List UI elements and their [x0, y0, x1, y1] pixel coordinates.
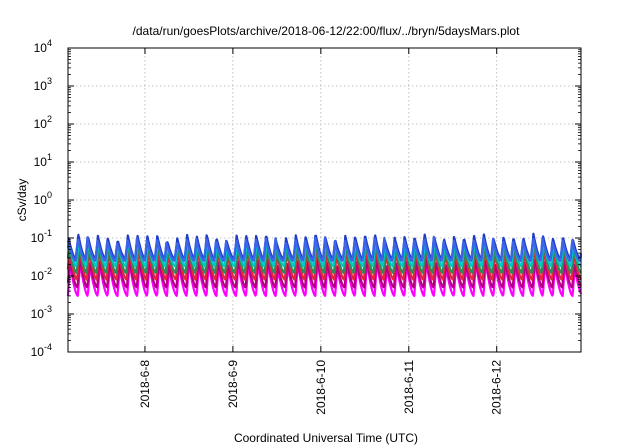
y-tick-label: 10-4 [31, 342, 52, 359]
x-tick-label: 2018-6-9 [226, 360, 240, 408]
y-tick-label: 104 [34, 38, 52, 55]
y-tick-label: 100 [34, 190, 52, 207]
x-tick-label: 2018-6-11 [402, 360, 416, 414]
x-tick-label: 2018-6-10 [314, 360, 328, 415]
y-axis-label: cSv/day [15, 179, 29, 222]
series-line [66, 257, 582, 289]
y-axis: 10-4 10-3 10-2 10-1 100 101 102 103 104 [31, 38, 581, 359]
series-group [66, 232, 583, 297]
chart-title: /data/run/goesPlots/archive/2018-06-12/2… [133, 24, 521, 38]
y-tick-label: 102 [34, 114, 52, 131]
x-tick-label: 2018-6-8 [138, 360, 152, 408]
x-axis: 2018-6-8 2018-6-9 2018-6-10 2018-6-11 2018-6… [138, 48, 504, 415]
y-tick-label: 10-2 [31, 266, 52, 283]
x-axis-label: Coordinated Universal Time (UTC) [234, 431, 418, 445]
series-line [66, 235, 583, 262]
y-tick-label: 10-1 [31, 228, 52, 245]
y-tick-label: 10-3 [31, 304, 52, 321]
x-tick-label: 2018-6-12 [490, 360, 504, 415]
y-tick-label: 101 [34, 152, 52, 169]
y-tick-label: 103 [34, 76, 52, 93]
grid-lines [68, 48, 581, 352]
